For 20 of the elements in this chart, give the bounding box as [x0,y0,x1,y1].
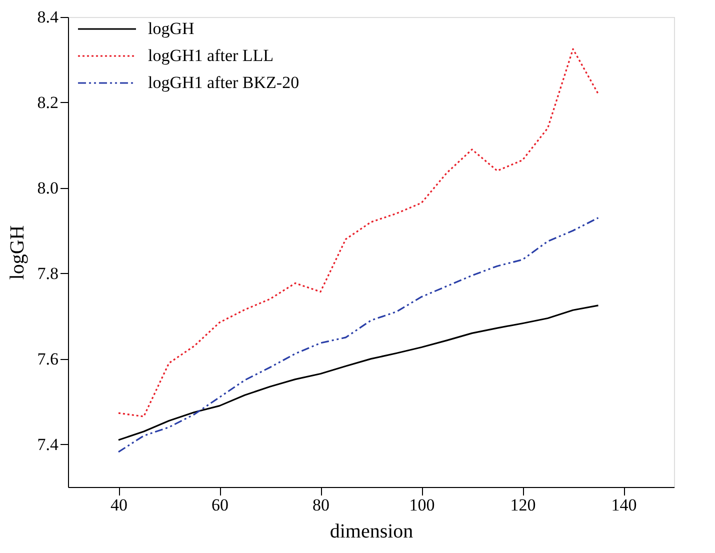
line-series [118,48,600,418]
x-tick-label: 120 [510,496,536,514]
y-axis-title: logGH [6,225,28,280]
x-tick-label: 80 [312,496,330,514]
y-tick-label: 7.4 [37,434,59,454]
line-series [118,217,600,453]
y-tick-label: 8.0 [37,178,58,198]
y-tick-label: 8.4 [37,8,59,26]
legend-label: logGH1 after LLL [148,46,274,65]
x-axis-title: dimension [330,520,414,542]
x-tick-label: 40 [110,496,128,514]
x-tick-label: 100 [409,496,435,514]
x-tick-label: 60 [212,496,228,514]
legend-label: logGH [148,19,194,38]
y-tick-label: 7.8 [37,264,58,283]
x-tick-label: 140 [611,496,637,514]
y-tick-label: 8.2 [37,92,58,112]
y-tick-label: 7.6 [37,349,58,368]
legend-label: logGH1 after BKZ-20 [148,73,300,92]
line-series [118,304,600,441]
